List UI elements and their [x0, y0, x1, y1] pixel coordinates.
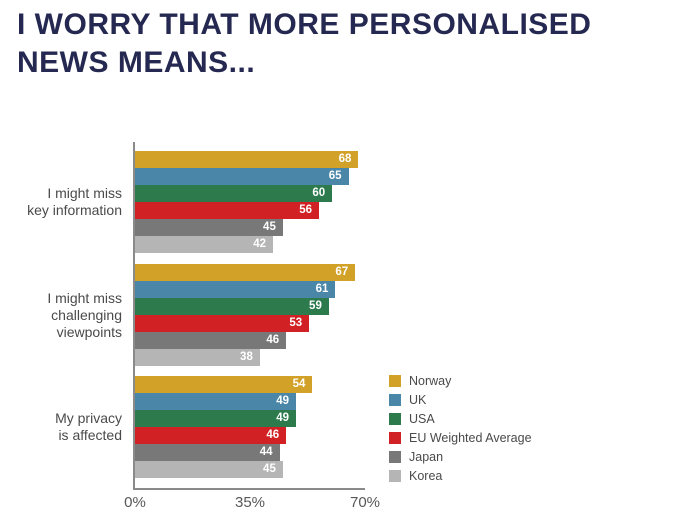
- bar-value-label: 68: [338, 153, 352, 165]
- bar-value-label: 38: [240, 351, 253, 363]
- legend-item: USA: [389, 409, 532, 428]
- legend-label: Korea: [409, 468, 443, 483]
- bar-uk: 61: [135, 281, 336, 298]
- category-label: My privacy is affected: [55, 410, 122, 443]
- bar-value-label: 49: [276, 395, 289, 407]
- bar-eu-weighted-average: 53: [135, 315, 310, 332]
- bar-value-label: 49: [276, 412, 289, 424]
- legend-swatch-icon: [389, 431, 401, 444]
- legend-item: EU Weighted Average: [389, 428, 532, 447]
- legend-swatch-icon: [389, 412, 401, 425]
- chart-title: I WORRY THAT MORE PERSONALISED NEWS MEAN…: [17, 8, 592, 80]
- category-label: I might miss key information: [27, 185, 122, 218]
- bar-value-label: 59: [309, 300, 322, 312]
- legend-label: EU Weighted Average: [409, 430, 532, 445]
- legend-label: UK: [409, 392, 427, 407]
- bar-eu-weighted-average: 46: [135, 427, 287, 444]
- legend-swatch-icon: [389, 374, 401, 387]
- bar-japan: 45: [135, 219, 283, 236]
- bar-norway: 68: [135, 151, 359, 168]
- bar-japan: 46: [135, 332, 287, 349]
- legend-swatch-icon: [389, 393, 401, 406]
- bar-korea: 45: [135, 461, 283, 478]
- legend-label: Norway: [409, 373, 452, 388]
- bar-value-label: 45: [263, 463, 276, 475]
- x-tick-label: 0%: [124, 494, 146, 511]
- bar-value-label: 61: [315, 283, 329, 295]
- x-tick-label: 70%: [349, 494, 381, 511]
- bar-norway: 54: [135, 376, 313, 393]
- legend-item: Japan: [389, 447, 532, 466]
- bar-usa: 59: [135, 298, 329, 315]
- bar-value-label: 56: [299, 204, 312, 216]
- bar-korea: 38: [135, 349, 260, 366]
- bar-value-label: 65: [328, 170, 342, 182]
- bar-eu-weighted-average: 56: [135, 202, 319, 219]
- legend-label: Japan: [409, 449, 444, 464]
- bar-uk: 49: [135, 393, 296, 410]
- legend-item: Norway: [389, 371, 532, 390]
- legend-label: USA: [409, 411, 435, 426]
- bar-uk: 65: [135, 168, 349, 185]
- legend: Norway UK USA EU Weighted Average Japan Korea: [389, 371, 532, 485]
- bar-value-label: 44: [259, 446, 273, 458]
- bar-value-label: 46: [266, 429, 280, 441]
- x-tick-label: 35%: [234, 494, 266, 511]
- legend-item: Korea: [389, 466, 532, 485]
- bar-value-label: 60: [312, 187, 326, 199]
- bar-usa: 49: [135, 410, 296, 427]
- bar-value-label: 54: [292, 378, 306, 390]
- legend-swatch-icon: [389, 450, 401, 463]
- bar-norway: 67: [135, 264, 356, 281]
- bar-group: 68 65 60 56 45 42: [135, 151, 365, 253]
- bar-group: 54 49 49 46 44 45: [135, 376, 365, 478]
- bar-value-label: 46: [266, 334, 280, 346]
- bar-usa: 60: [135, 185, 333, 202]
- bar-korea: 42: [135, 236, 273, 253]
- bar-value-label: 53: [289, 317, 303, 329]
- bar-value-label: 45: [263, 221, 276, 233]
- plot-area: 68 65 60 56 45 42 67 61 59 53 46 38 54 49 49 46 44 45: [133, 142, 365, 490]
- bar-value-label: 42: [253, 238, 266, 250]
- legend-item: UK: [389, 390, 532, 409]
- bar-japan: 44: [135, 444, 280, 461]
- bar-group: 67 61 59 53 46 38: [135, 264, 365, 366]
- category-label: I might miss challenging viewpoints: [47, 289, 122, 340]
- legend-swatch-icon: [389, 469, 401, 482]
- bar-value-label: 67: [335, 266, 349, 278]
